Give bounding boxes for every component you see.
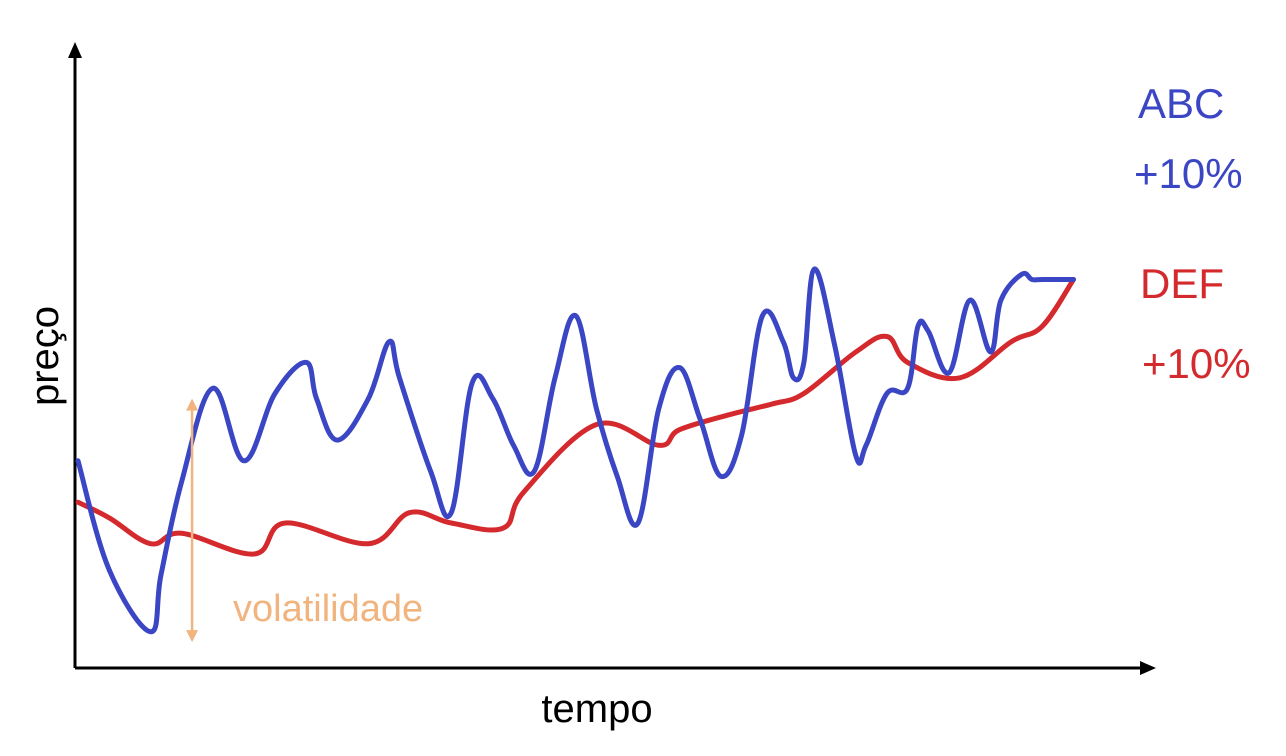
annotation-layer: volatilidade: [186, 398, 423, 643]
legend-abc-name: ABC: [1138, 80, 1224, 127]
volatility-arrow-bottom: [186, 630, 199, 643]
y-axis-arrow: [68, 42, 82, 58]
y-axis-label: preço: [23, 306, 67, 406]
series-line-abc: [75, 266, 1076, 635]
series-line-def: [75, 277, 1076, 557]
legend-abc-change: +10%: [1134, 150, 1243, 197]
volatility-label: volatilidade: [233, 588, 423, 630]
x-axis-label: tempo: [541, 687, 652, 731]
series-layer: [75, 266, 1076, 635]
volatility-arrow-top: [186, 398, 199, 411]
legend-def-name: DEF: [1140, 260, 1224, 307]
x-axis-arrow: [1140, 661, 1156, 675]
legend: ABC +10% DEF +10%: [1134, 80, 1251, 387]
legend-def-change: +10%: [1142, 340, 1251, 387]
